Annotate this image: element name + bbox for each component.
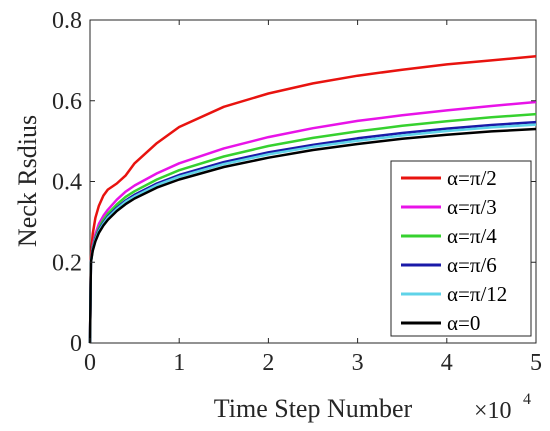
legend-label-0: α=π/2 [447, 166, 497, 190]
x-tick-label: 3 [352, 350, 364, 376]
tick-layer: 0 1 2 3 4 5 0 0.2 0.4 0.6 0.8 [52, 8, 542, 376]
x-tick-label: 4 [441, 350, 453, 376]
legend-box [390, 160, 532, 337]
x-exponent-power: 4 [523, 391, 531, 408]
x-tick-label: 0 [84, 350, 96, 376]
x-exponent-base: ×10 [474, 398, 512, 424]
y-tick-label: 0.4 [52, 170, 82, 196]
series-layer [88, 55, 537, 344]
x-tick-label: 1 [173, 350, 185, 376]
y-tick-label: 0.2 [52, 250, 82, 276]
series-line-0 [88, 55, 537, 344]
legend-label-2: α=π/4 [447, 224, 497, 248]
legend: α=π/2 α=π/3 α=π/4 α=π/6 α=π/12 α=0 [390, 160, 532, 337]
series-line-5 [88, 127, 537, 344]
y-axis-label: Neck Rsdius [13, 115, 42, 247]
x-exponent: ×10 4 [474, 391, 531, 424]
legend-label-1: α=π/3 [447, 195, 497, 219]
legend-label-3: α=π/6 [447, 253, 497, 277]
y-tick-label: 0 [70, 331, 82, 357]
y-tick-label: 0.6 [52, 89, 82, 115]
x-tick-label: 5 [530, 350, 542, 376]
legend-label-5: α=0 [447, 311, 480, 335]
x-axis-label: Time Step Number [214, 394, 413, 423]
legend-label-4: α=π/12 [447, 282, 507, 306]
y-tick-label: 0.8 [52, 8, 82, 34]
x-tick-label: 2 [262, 350, 274, 376]
